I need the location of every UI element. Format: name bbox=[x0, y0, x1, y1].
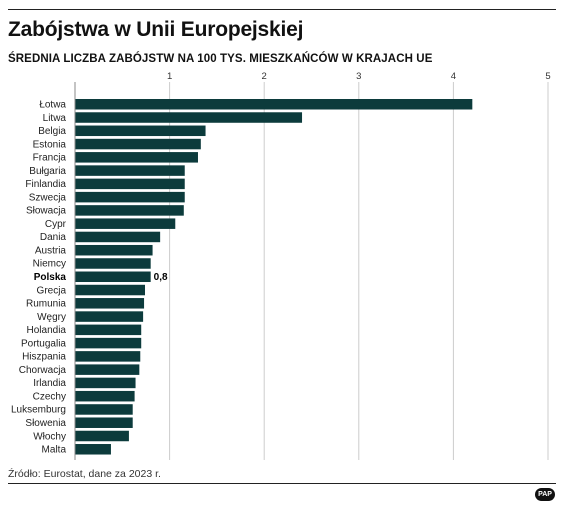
category-label: Łotwa bbox=[39, 100, 66, 111]
category-label: Słowenia bbox=[25, 418, 66, 429]
bar bbox=[75, 444, 111, 455]
category-label: Szwecja bbox=[29, 192, 67, 203]
bar-chart: 1 2 3 4 5 Łotwa Litwa Belgia Estonia Francja Bułga… bbox=[11, 71, 551, 460]
bar bbox=[75, 390, 135, 402]
bar bbox=[75, 152, 198, 163]
category-label: Finlandia bbox=[25, 179, 66, 190]
category-label: Litwa bbox=[43, 113, 67, 124]
bar bbox=[75, 324, 142, 336]
category-label: Rumunia bbox=[26, 299, 66, 310]
source-note: Źródło: Eurostat, dane za 2023 r. bbox=[8, 468, 161, 480]
bar bbox=[75, 430, 129, 442]
bar bbox=[75, 99, 473, 110]
bar bbox=[75, 231, 161, 243]
category-label: Niemcy bbox=[33, 259, 66, 270]
bar bbox=[75, 404, 133, 415]
category-label: Dania bbox=[40, 232, 67, 243]
category-label: Francja bbox=[33, 153, 67, 164]
category-label: Chorwacja bbox=[19, 365, 67, 376]
category-label: Estonia bbox=[33, 139, 67, 150]
bar bbox=[75, 284, 146, 296]
bar bbox=[75, 311, 144, 322]
category-label: Portugalia bbox=[21, 338, 66, 349]
x-tick-label: 3 bbox=[356, 71, 361, 82]
category-label: Luksemburg bbox=[11, 405, 66, 416]
category-label: Austria bbox=[35, 245, 67, 256]
bar bbox=[75, 138, 201, 150]
category-label: Czechy bbox=[33, 391, 66, 402]
data-label: 0,8 bbox=[154, 272, 168, 283]
x-tick-label: 1 bbox=[167, 71, 172, 82]
category-label: Holandia bbox=[27, 325, 67, 336]
category-label: Malta bbox=[42, 445, 67, 456]
bar bbox=[75, 191, 185, 203]
bar bbox=[75, 178, 185, 190]
top-rule bbox=[8, 9, 556, 10]
bar bbox=[75, 258, 151, 269]
chart-subtitle: ŚREDNIA LICZBA ZABÓJSTW NA 100 TYS. MIES… bbox=[8, 53, 433, 65]
category-label: Bułgaria bbox=[29, 166, 66, 177]
x-tick-label: 5 bbox=[545, 71, 550, 82]
category-label: Belgia bbox=[38, 126, 66, 137]
bar bbox=[75, 244, 153, 256]
bar bbox=[75, 218, 176, 229]
bar bbox=[75, 271, 151, 283]
category-label: Słowacja bbox=[26, 206, 66, 217]
category-label: Grecja bbox=[37, 285, 67, 296]
bar bbox=[75, 364, 140, 375]
bar bbox=[75, 112, 303, 123]
x-tick-label: 2 bbox=[262, 71, 267, 82]
category-label: Hiszpania bbox=[22, 352, 66, 363]
chart-title: Zabójstwa w Unii Europejskiej bbox=[8, 18, 304, 41]
category-label: Węgry bbox=[37, 312, 66, 323]
bar bbox=[75, 351, 141, 362]
pap-logo: PAP bbox=[535, 488, 555, 501]
bottom-rule bbox=[8, 483, 556, 484]
bar bbox=[75, 165, 185, 176]
category-label: Włochy bbox=[33, 431, 66, 442]
category-label: Irlandia bbox=[33, 378, 66, 389]
bar bbox=[75, 337, 142, 349]
bar bbox=[75, 298, 145, 309]
bar bbox=[75, 377, 136, 389]
x-tick-label: 4 bbox=[451, 71, 456, 82]
bar bbox=[75, 205, 184, 216]
category-label: Cypr bbox=[45, 219, 67, 230]
bar bbox=[75, 125, 206, 137]
bar bbox=[75, 417, 133, 428]
category-label: Polska bbox=[34, 272, 67, 283]
